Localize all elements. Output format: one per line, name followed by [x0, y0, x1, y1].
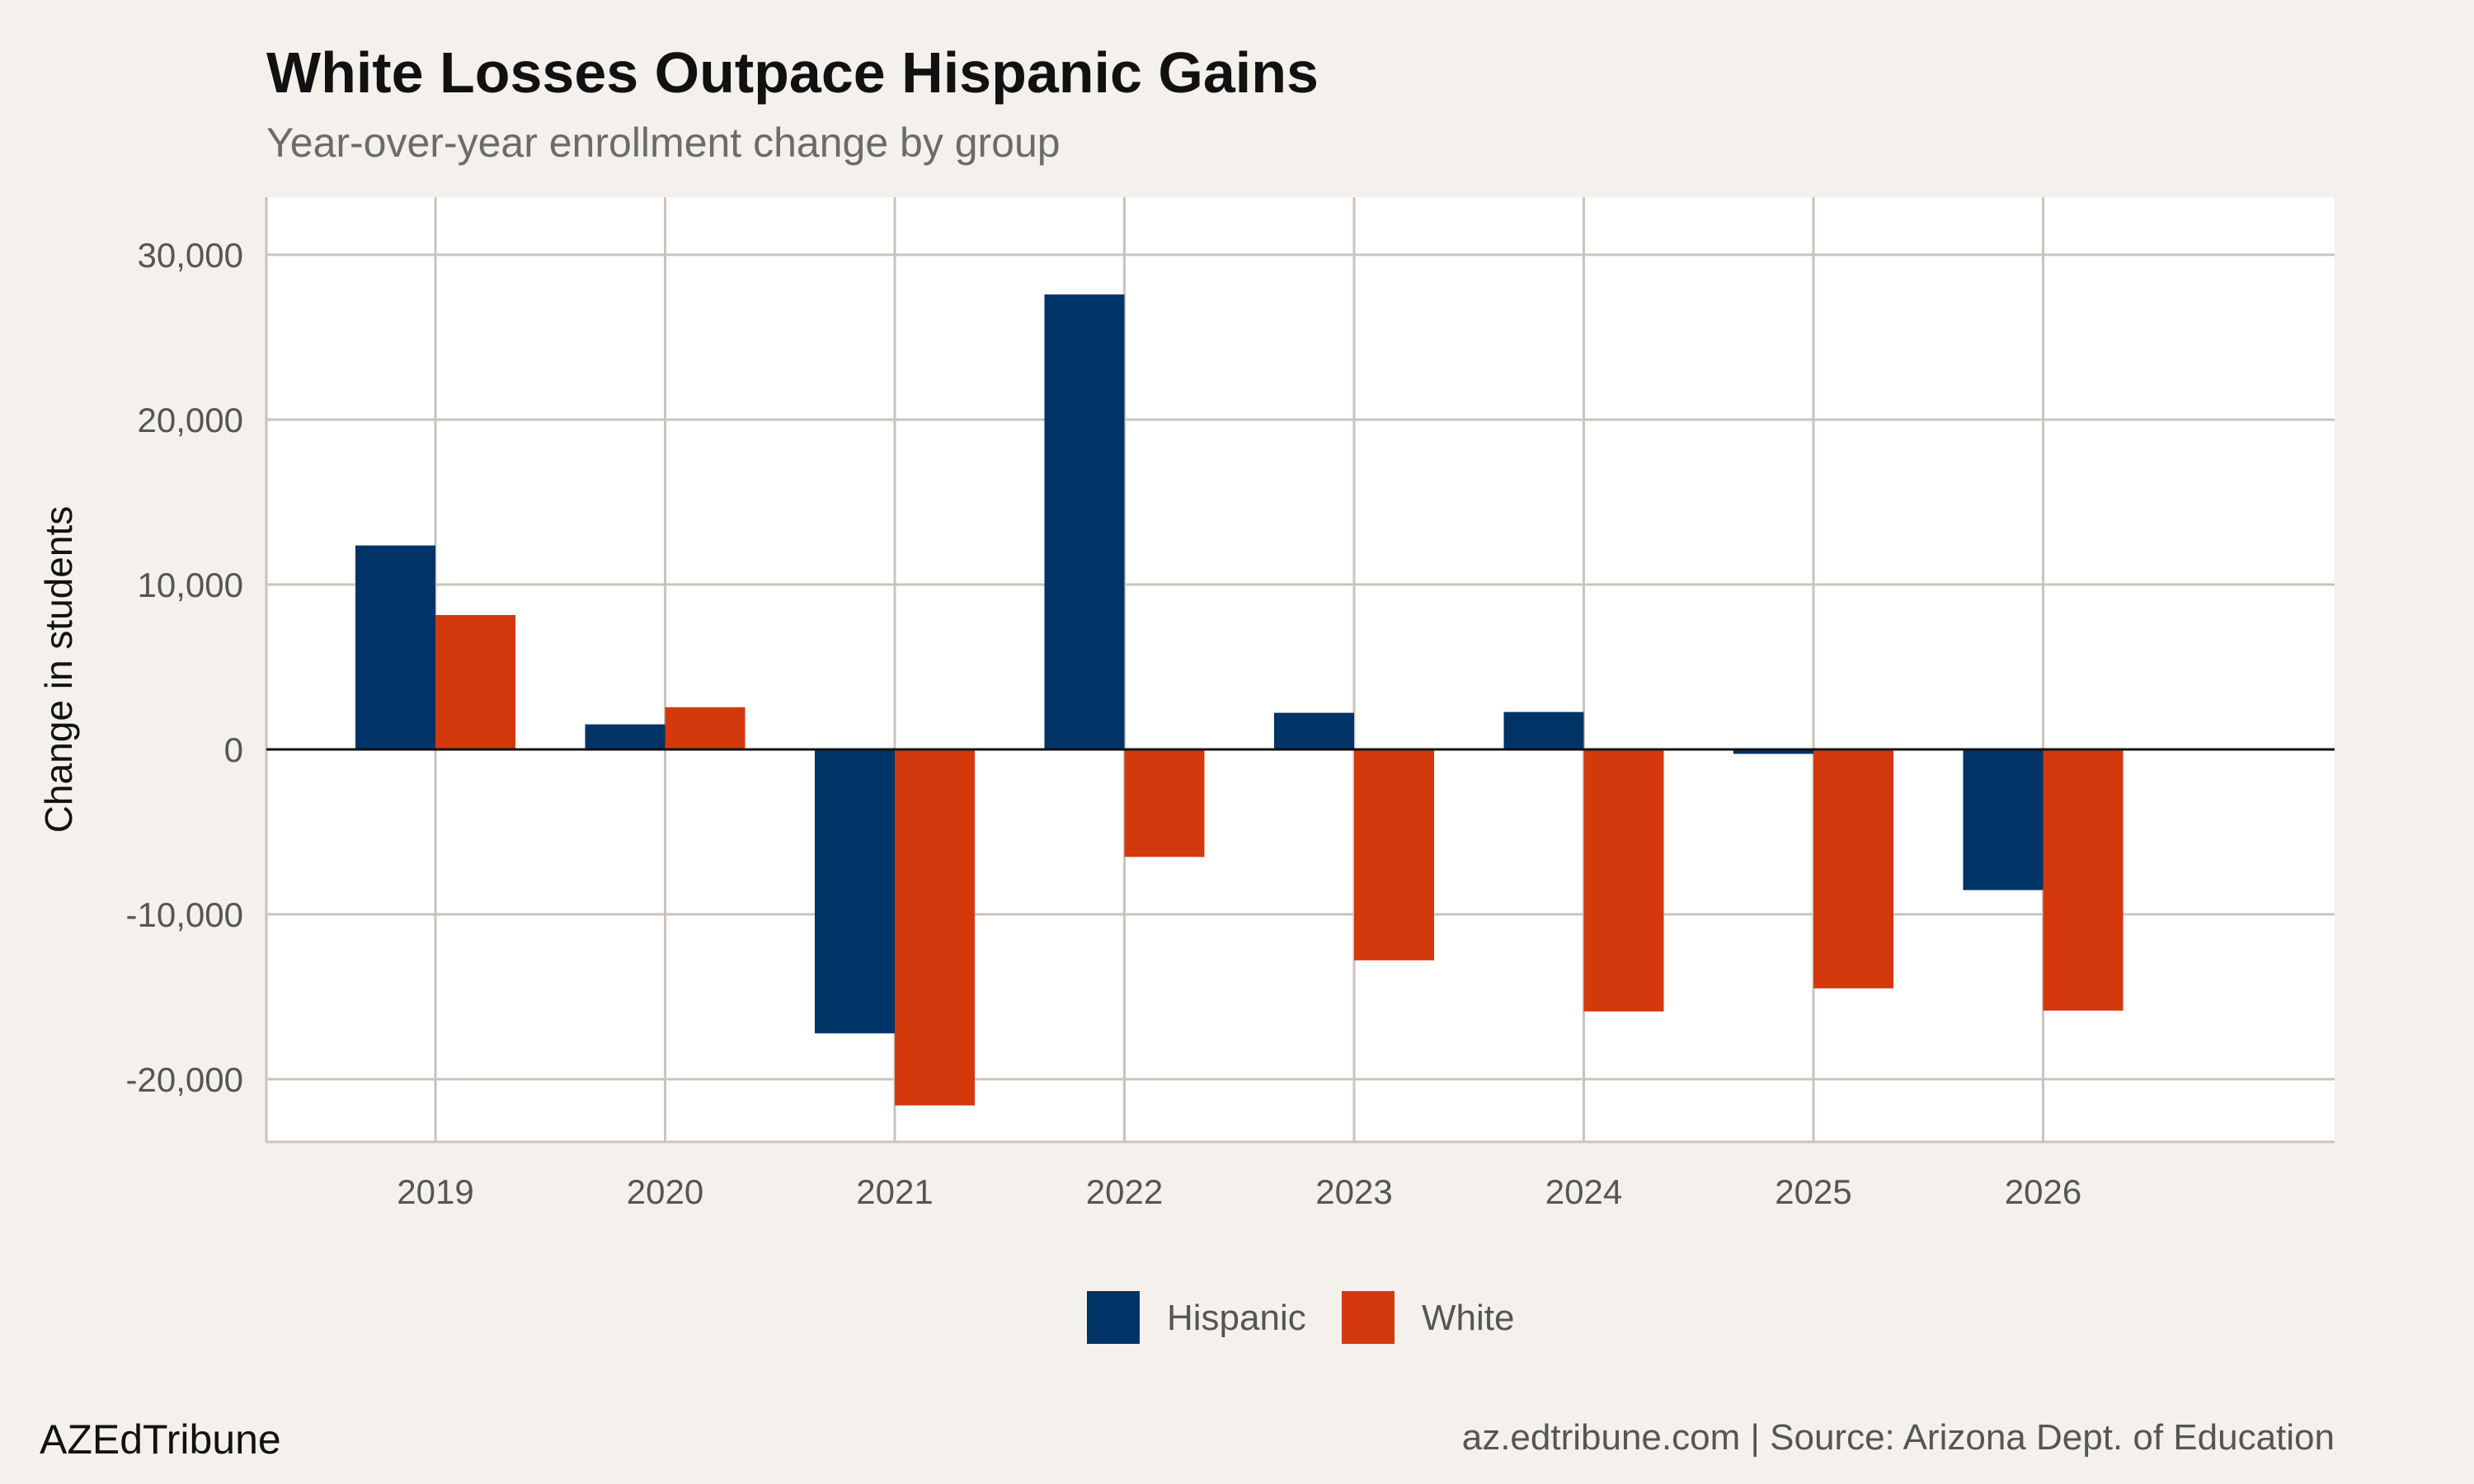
source-note: az.edtribune.com | Source: Arizona Dept.…	[1462, 1417, 2335, 1458]
legend-key-hispanic	[1087, 1291, 1140, 1344]
y-tick-label: 0	[224, 730, 243, 769]
x-tick-label: 2022	[1086, 1172, 1163, 1211]
bar-hispanic-2020	[585, 724, 666, 749]
x-tick-label: 2019	[397, 1172, 473, 1211]
x-tick-label: 2023	[1315, 1172, 1392, 1211]
bar-white-2026	[2043, 749, 2124, 1011]
x-tick-label: 2025	[1775, 1172, 1851, 1211]
bar-white-2021	[895, 749, 975, 1106]
bar-white-2025	[1813, 749, 1893, 989]
bar-hispanic-2023	[1274, 712, 1354, 749]
y-tick-label: 10,000	[138, 566, 243, 604]
bar-hispanic-2019	[355, 545, 435, 749]
bar-hispanic-2022	[1044, 294, 1125, 749]
bar-white-2024	[1583, 749, 1664, 1012]
x-tick-label: 2021	[856, 1172, 933, 1211]
y-tick-label: 20,000	[138, 401, 243, 439]
legend-label-white: White	[1422, 1298, 1514, 1338]
bar-white-2019	[435, 615, 515, 749]
bars	[266, 294, 2335, 1106]
bar-hispanic-2024	[1503, 711, 1584, 749]
bar-white-2023	[1354, 749, 1434, 960]
legend-label-hispanic: Hispanic	[1167, 1298, 1306, 1338]
bar-hispanic-2025	[1733, 749, 1813, 754]
tick-labels: 30,000 20,000 10,000 0 -10,000 -20,000 2019 202…	[126, 236, 2082, 1211]
legend: Hispanic White	[1087, 1291, 1514, 1344]
bar-hispanic-2026	[1963, 749, 2044, 890]
x-tick-label: 2024	[1545, 1172, 1622, 1211]
bar-white-2020	[665, 707, 745, 749]
y-tick-label: 30,000	[138, 236, 243, 275]
chart-subtitle: Year-over-year enrollment change by grou…	[266, 120, 1061, 166]
y-tick-label: -20,000	[126, 1060, 243, 1099]
x-tick-label: 2026	[2005, 1172, 2081, 1211]
y-tick-label: -10,000	[126, 895, 243, 934]
chart-title: White Losses Outpace Hispanic Gains	[266, 40, 1319, 105]
brand-logo-text: AZEdTribune	[40, 1416, 281, 1463]
bar-white-2022	[1124, 749, 1205, 857]
legend-key-white	[1342, 1291, 1395, 1344]
y-axis-label: Change in students	[37, 506, 80, 833]
plot-panel	[266, 197, 2335, 1142]
bar-hispanic-2021	[815, 749, 895, 1034]
x-tick-label: 2020	[627, 1172, 703, 1211]
